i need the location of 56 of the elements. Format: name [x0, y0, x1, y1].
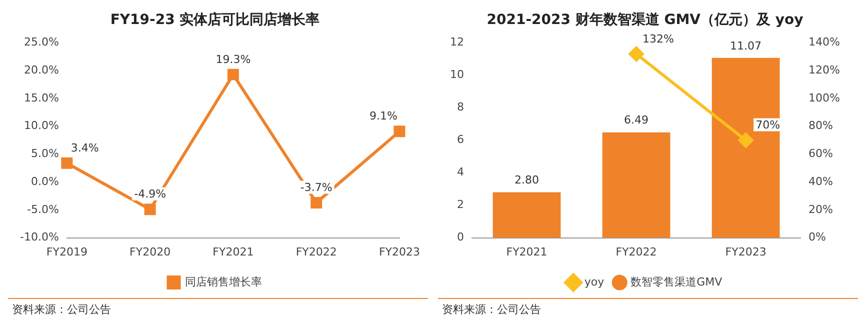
data-label: 132% [642, 32, 674, 46]
data-label: -4.9% [134, 188, 166, 201]
chart-title: 2021-2023 财年数智渠道 GMV（亿元）及 yoy [486, 11, 804, 28]
y-tick-label: 12 [450, 36, 464, 49]
y-tick-label: 4 [456, 166, 464, 179]
data-label: 2.80 [514, 174, 540, 187]
data-label: 6.49 [624, 114, 649, 127]
chart-title: FY19-23 实体店可比同店增长率 [110, 11, 320, 28]
y2-tick-label: 80% [808, 119, 834, 132]
y2-tick-label: 60% [808, 147, 834, 160]
point [310, 196, 322, 208]
bar [712, 58, 780, 238]
y-tick-label: 2 [456, 198, 464, 212]
legend-label: yoy [584, 275, 605, 288]
x-tick-label: FY2023 [725, 245, 766, 258]
x-tick-label: FY2019 [46, 245, 88, 258]
y-tick-label: 10.0% [24, 119, 59, 132]
point [394, 126, 406, 138]
x-tick-label: FY2022 [296, 245, 337, 258]
y-tick-label: -10.0% [20, 230, 59, 244]
y-tick-label: 25.0% [24, 36, 59, 49]
text: 资料来源：公司公告 [8, 298, 428, 320]
data-label: 9.1% [370, 110, 398, 123]
y-tick-label: 0 [456, 230, 464, 244]
data-label: 70% [756, 118, 780, 132]
bar [602, 132, 670, 238]
y2-tick-label: 140% [808, 36, 840, 49]
y-tick-label: 15.0% [24, 91, 59, 104]
y2-tick-label: 20% [808, 202, 834, 216]
y2-tick-label: 120% [808, 64, 840, 77]
y-tick-label: 10 [450, 68, 464, 82]
data-label: 11.07 [730, 39, 762, 52]
y-tick-label: 5.0% [30, 147, 59, 160]
point [61, 157, 73, 169]
legend-label: 同店销售增长率 [184, 275, 262, 288]
text: 资料来源：公司公告 [438, 298, 858, 320]
data-label: 19.3% [216, 52, 251, 66]
y-tick-label: 8 [456, 100, 464, 114]
legend-label: 数智零售渠道GMV [630, 275, 723, 288]
point [144, 204, 156, 216]
x-tick-label: FY2020 [130, 245, 171, 258]
x-tick-label: FY2021 [506, 245, 548, 258]
bar [492, 192, 561, 238]
y-tick-label: -5.0% [26, 202, 59, 216]
data-label: 3.4% [70, 142, 99, 154]
y2-tick-label: 40% [808, 174, 834, 188]
x-tick-label: FY2023 [378, 245, 420, 258]
y2-tick-label: 0% [808, 230, 826, 244]
y-tick-label: 20.0% [24, 64, 59, 77]
x-tick-label: FY2022 [616, 245, 657, 258]
y-tick-label: 6 [456, 133, 464, 146]
x-tick-label: FY2021 [212, 245, 254, 258]
y-tick-label: 0.0% [30, 174, 59, 188]
y2-tick-label: 100% [808, 91, 840, 104]
data-label: -3.7% [300, 181, 332, 194]
point [227, 68, 239, 80]
